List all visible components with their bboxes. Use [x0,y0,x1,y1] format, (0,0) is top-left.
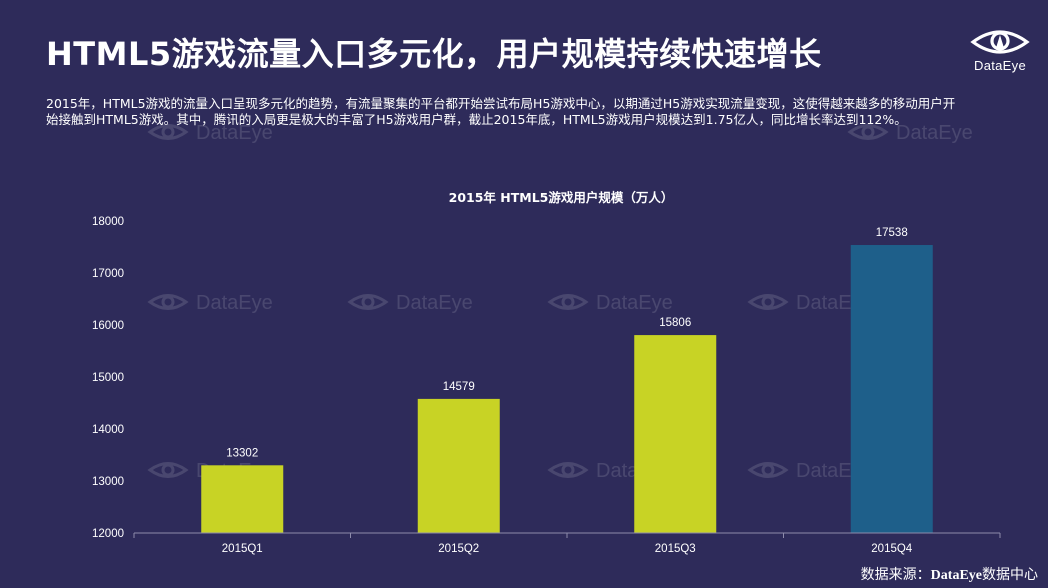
watermark: DataEye [147,292,273,314]
logo-text: DataEye [974,58,1026,73]
svg-text:DataEye: DataEye [596,292,673,314]
svg-text:DataEye: DataEye [196,122,273,144]
y-tick-label: 15000 [92,372,124,384]
chart-title: 2015年 HTML5游戏用户规模（万人） [449,190,674,205]
x-tick-label: 2015Q2 [438,543,479,555]
data-label: 14579 [443,381,475,393]
data-label: 13302 [226,447,258,459]
data-label: 17538 [876,227,908,239]
x-tick-label: 2015Q4 [871,543,913,555]
bar [850,245,933,534]
y-tick-label: 17000 [92,268,124,280]
svg-text:DataEye: DataEye [896,122,973,144]
eye-logo-icon [970,30,1030,54]
y-tick-label: 14000 [92,424,124,436]
source-prefix: 数据来源： [860,568,931,583]
page-title: HTML5游戏流量入口多元化，用户规模持续快速增长 [46,35,822,73]
svg-text:DataEye: DataEye [396,292,473,314]
watermark: DataEye [547,292,673,314]
svg-text:DataEye: DataEye [196,292,273,314]
data-source: 数据来源：DataEye数据中心 [861,564,1038,584]
watermark: DataEye [147,122,273,144]
watermark: DataEye [847,122,973,144]
x-tick-label: 2015Q1 [222,543,263,555]
y-tick-label: 16000 [92,320,124,332]
y-tick-label: 18000 [92,216,124,228]
source-brand: DataEye [930,568,982,583]
watermark: DataEye [347,292,473,314]
bar [634,335,717,533]
data-label: 15806 [659,317,691,329]
dataeye-logo: DataEye [962,24,1038,76]
intro-paragraph: 2015年，HTML5游戏的流量入口呈现多元化的趋势，有流量聚集的平台都开始尝试… [46,96,956,127]
bar [201,465,284,533]
bar [417,398,500,533]
y-tick-label: 13000 [92,476,124,488]
y-tick-label: 12000 [92,528,124,540]
x-tick-label: 2015Q3 [655,543,696,555]
source-suffix: 数据中心 [982,568,1038,583]
